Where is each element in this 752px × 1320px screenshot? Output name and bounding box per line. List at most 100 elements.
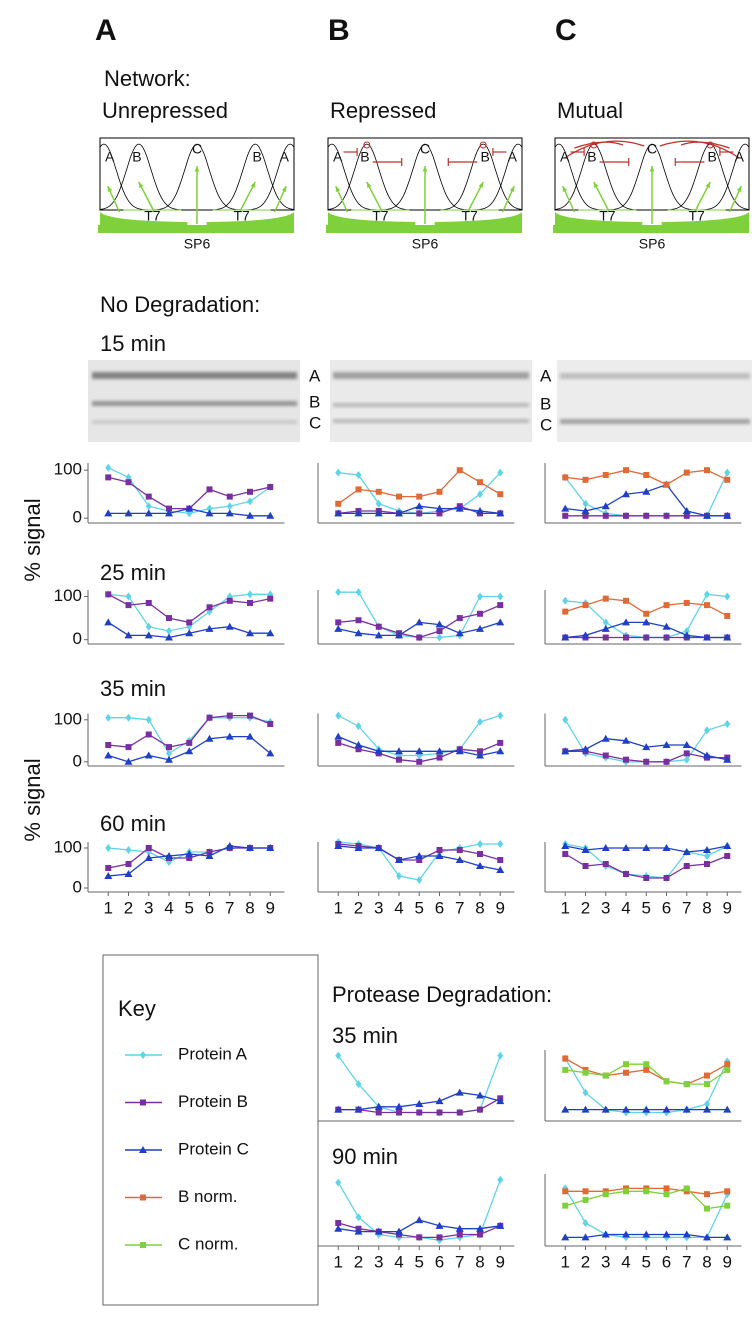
point [476, 751, 484, 759]
gene-label: A [735, 149, 745, 165]
point [642, 1105, 651, 1113]
point [105, 844, 112, 852]
point [124, 509, 133, 517]
legend-marker [139, 1146, 147, 1153]
x-tick-label: 6 [435, 898, 444, 917]
point [704, 1081, 710, 1088]
point [623, 1069, 629, 1076]
series-line [564, 1188, 728, 1239]
point [703, 511, 711, 519]
x-tick-label: 4 [394, 898, 403, 917]
legend-marker [140, 1194, 146, 1201]
promoter-ramp [434, 212, 522, 225]
point [643, 758, 650, 765]
point [355, 746, 362, 753]
point [226, 502, 233, 511]
legend-marker [140, 1051, 146, 1059]
x-tick-label: 1 [334, 898, 343, 917]
point [165, 852, 173, 859]
point [662, 1105, 671, 1113]
point [124, 631, 133, 639]
point [683, 512, 690, 519]
point [247, 488, 253, 495]
point [497, 468, 504, 477]
promoter-label: T7 [144, 208, 161, 224]
point [683, 1185, 690, 1192]
self-repression [479, 141, 487, 149]
gel-label: C [540, 415, 552, 434]
gene-label: A [560, 149, 570, 165]
y-tick-label: 0 [73, 751, 82, 770]
y-axis-label: % signal [20, 758, 45, 841]
point [267, 595, 274, 602]
point [601, 624, 610, 632]
point [166, 744, 172, 751]
point [456, 467, 463, 474]
point [436, 510, 443, 517]
point [581, 1105, 590, 1113]
gene-label: A [280, 149, 290, 165]
point [354, 741, 363, 748]
point [724, 720, 731, 728]
point [416, 510, 423, 517]
point [436, 754, 443, 761]
point [682, 848, 691, 855]
point [723, 633, 732, 641]
x-tick-label: 3 [374, 1252, 383, 1271]
point [643, 1066, 650, 1073]
point [562, 474, 569, 481]
point [334, 1224, 343, 1232]
point [723, 1233, 732, 1241]
activation-arrow [138, 181, 155, 213]
point [704, 602, 710, 609]
legend-marker [140, 1099, 146, 1106]
point [435, 504, 444, 512]
point [416, 758, 423, 765]
chart-title: 35 min [100, 676, 166, 701]
point [663, 875, 670, 881]
x-tick-label: 7 [455, 898, 464, 917]
point [642, 743, 651, 751]
x-tick-label: 4 [164, 898, 173, 917]
point [436, 847, 443, 853]
gene-label: A [508, 149, 518, 165]
point [663, 1078, 670, 1085]
point [562, 1066, 569, 1073]
legend-label: Protein B [178, 1092, 248, 1111]
point [416, 493, 423, 500]
gene-label: C [192, 141, 202, 157]
promoter-ramp [328, 212, 416, 225]
point [602, 1191, 609, 1198]
point [166, 749, 172, 758]
promoter-label: SP6 [184, 236, 211, 252]
point [704, 1205, 710, 1212]
point [582, 476, 589, 483]
point [623, 634, 629, 641]
x-tick-label: 7 [225, 898, 234, 917]
network-title: Network: [104, 66, 191, 91]
point [355, 722, 362, 731]
x-tick-label: 8 [475, 898, 484, 917]
point [623, 756, 629, 763]
point [496, 866, 505, 873]
point [226, 712, 233, 719]
point [395, 856, 403, 863]
network-name: Unrepressed [102, 98, 228, 123]
gel-label: A [309, 366, 321, 385]
point [246, 732, 254, 740]
point [704, 1072, 710, 1079]
point [683, 469, 690, 476]
point [582, 1218, 589, 1227]
gene-label: B [707, 149, 716, 165]
series-line [564, 719, 728, 763]
chart-title: 15 min [100, 331, 166, 356]
point [497, 592, 504, 601]
arrow-head [478, 182, 484, 188]
point [436, 1109, 443, 1116]
x-tick-label: 1 [561, 1252, 570, 1271]
point [723, 1105, 732, 1113]
point [124, 757, 133, 765]
point [206, 604, 213, 611]
point [601, 502, 610, 510]
point [724, 476, 731, 483]
